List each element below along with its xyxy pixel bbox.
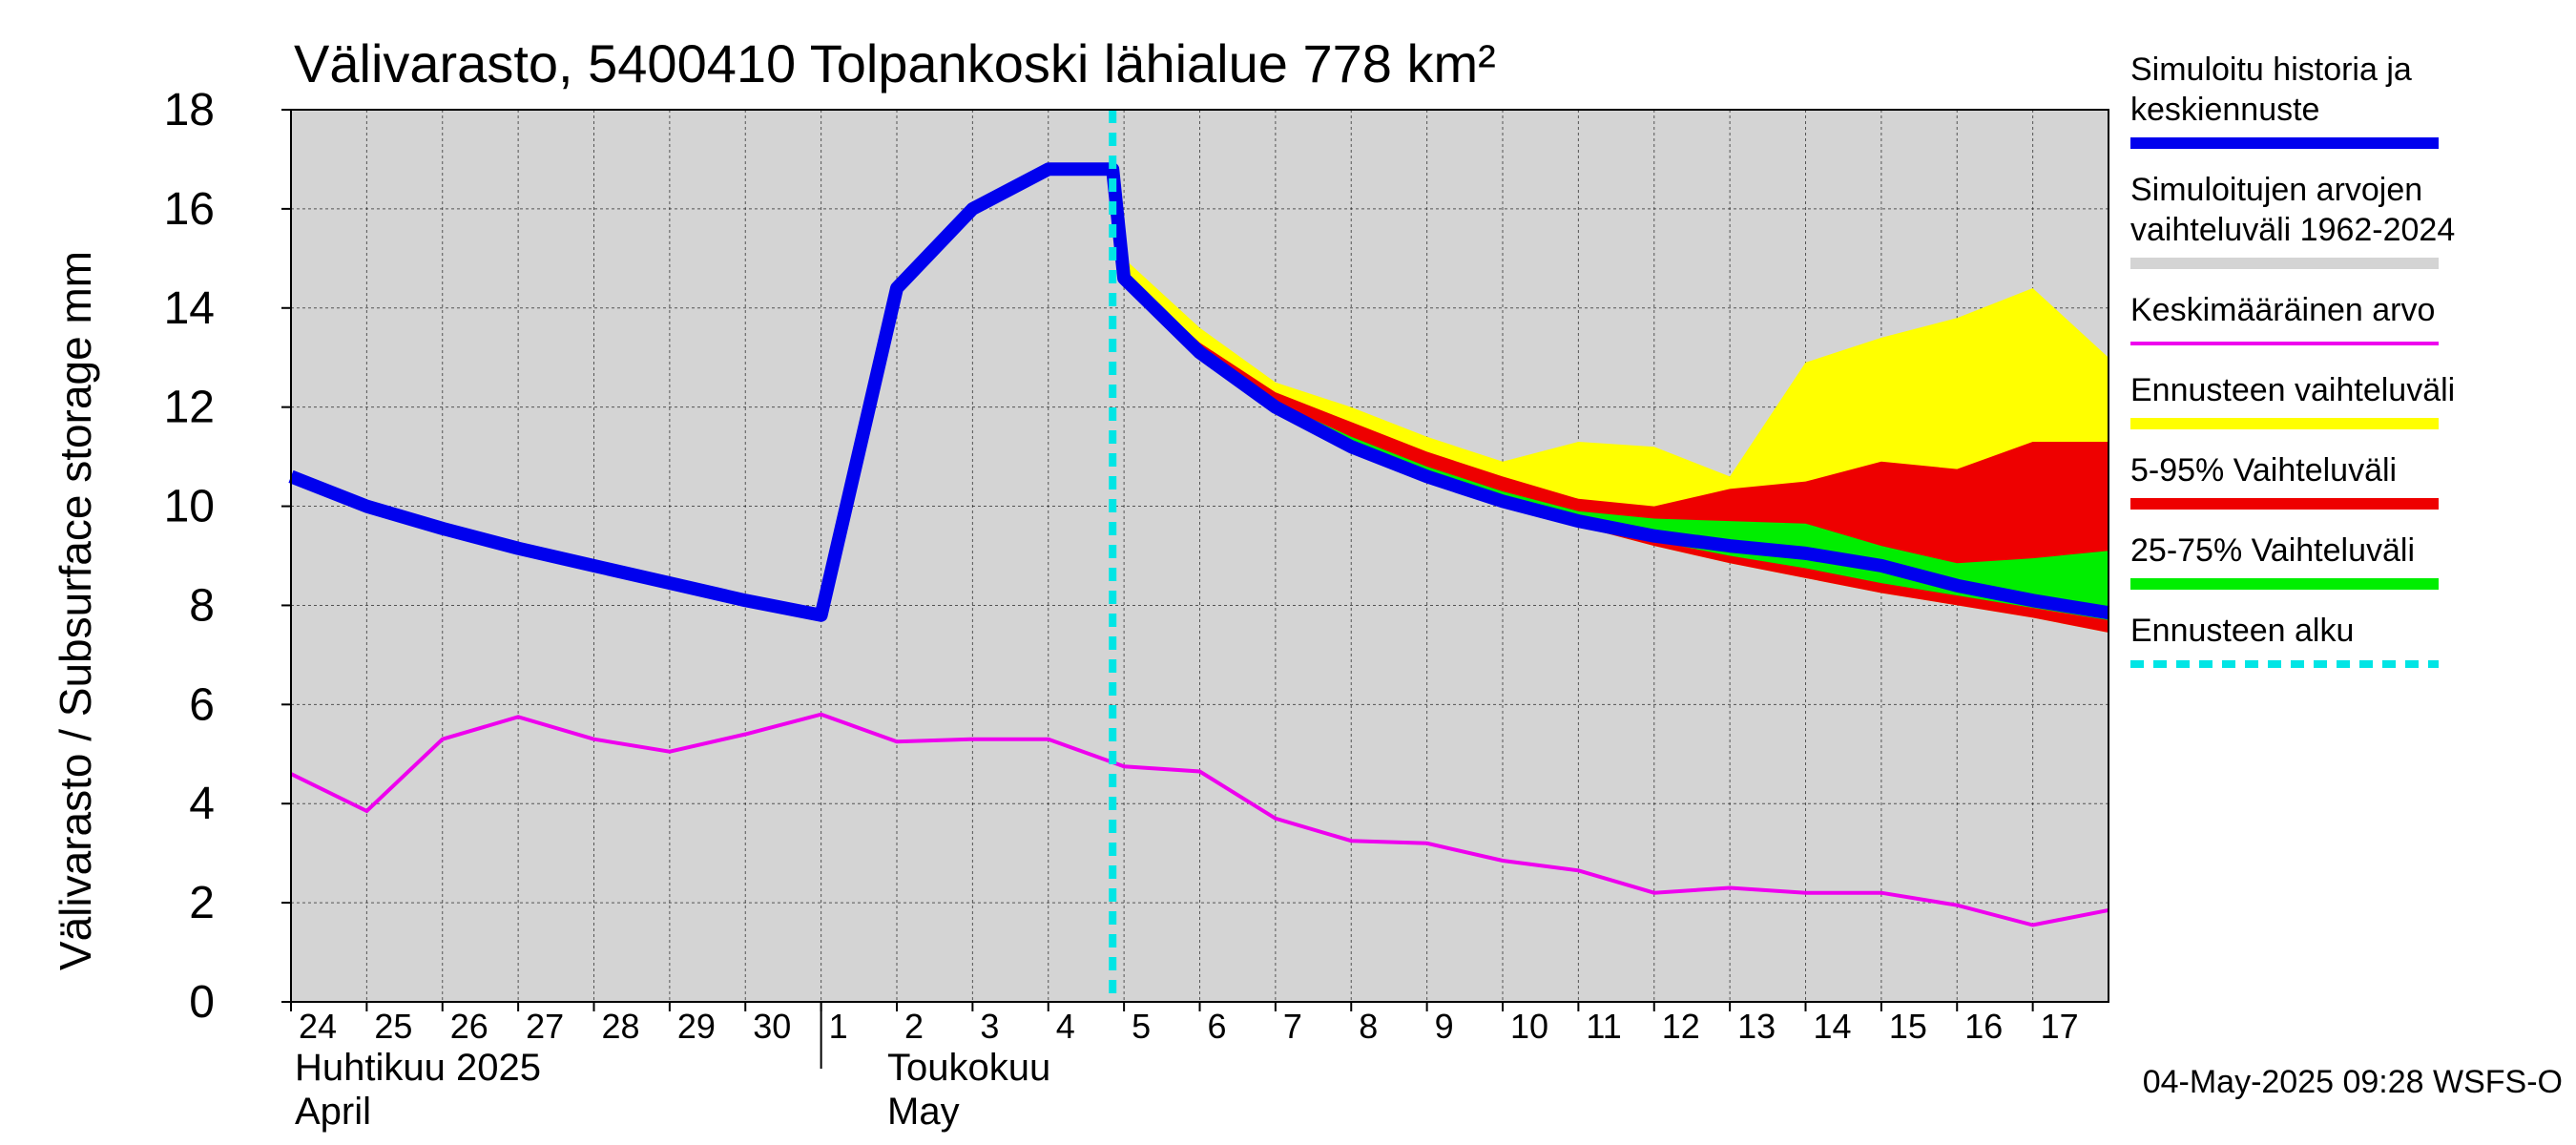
x-tick-label: 3: [980, 1007, 999, 1046]
legend-label: Ennusteen alku: [2130, 613, 2354, 649]
legend-label: Simuloitu historia ja: [2130, 52, 2412, 88]
month-label-line2: April: [295, 1091, 371, 1133]
legend-label: vaihteluväli 1962-2024: [2130, 212, 2455, 248]
x-tick-label: 1: [829, 1007, 848, 1046]
x-tick-label: 29: [677, 1007, 716, 1046]
legend-label: Simuloitujen arvojen: [2130, 172, 2422, 208]
x-tick-label: 28: [602, 1007, 640, 1046]
chart-title: Välivarasto, 5400410 Tolpankoski lähialu…: [294, 33, 1496, 94]
x-axis-ticks: 24 25 26 27 28 29 30 1 2 3 4 5 6 7 8 9 10 11 12 13 14 15 16 17: [290, 1002, 2079, 1069]
y-tick-label: 2: [189, 878, 215, 928]
y-tick-label: 18: [164, 85, 215, 135]
y-tick-label: 14: [164, 283, 215, 334]
x-tick-label: 14: [1814, 1007, 1852, 1046]
x-tick-label: 16: [1964, 1007, 2003, 1046]
legend-label: keskiennuste: [2130, 92, 2319, 128]
legend-label: Ennusteen vaihteluväli: [2130, 372, 2455, 408]
y-tick-label: 8: [189, 580, 215, 631]
legend-label: 5-95% Vaihteluväli: [2130, 452, 2397, 489]
y-tick-label: 6: [189, 679, 215, 730]
x-tick-label: 8: [1359, 1007, 1378, 1046]
x-tick-label: 9: [1435, 1007, 1454, 1046]
month-label-line2: May: [887, 1091, 960, 1133]
x-tick-label: 6: [1208, 1007, 1227, 1046]
month-label-line1: Toukokuu: [887, 1047, 1050, 1089]
y-axis-ticks: 0 2 4 6 8 10 12 14 16 18: [164, 85, 291, 1028]
x-tick-label: 25: [374, 1007, 412, 1046]
band-1: [1112, 164, 2109, 633]
plot-area: [288, 109, 2110, 1003]
x-tick-label: 7: [1283, 1007, 1302, 1046]
legend-label: Keskimääräinen arvo: [2130, 292, 2435, 328]
y-tick-label: 10: [164, 482, 215, 532]
x-tick-label: 4: [1056, 1007, 1075, 1046]
legend-label: 25-75% Vaihteluväli: [2130, 532, 2415, 569]
legend: Simuloitu historia ja keskiennuste Simuloi…: [2130, 52, 2455, 668]
y-axis-label: Välivarasto / Subsurface storage mm: [51, 251, 100, 970]
series-history-line: [288, 162, 2110, 622]
y-tick-label: 16: [164, 184, 215, 235]
x-tick-label: 13: [1737, 1007, 1776, 1046]
x-tick-label: 2: [904, 1007, 924, 1046]
y-tick-label: 4: [189, 779, 215, 829]
x-tick-label: 24: [299, 1007, 337, 1046]
series-mean-line: [290, 712, 2109, 927]
x-tick-label: 5: [1132, 1007, 1151, 1046]
x-tick-label: 12: [1662, 1007, 1700, 1046]
series-lines: [288, 110, 2110, 1002]
y-tick-label: 0: [189, 977, 215, 1028]
x-tick-label: 15: [1889, 1007, 1927, 1046]
x-tick-label: 30: [753, 1007, 791, 1046]
x-tick-label: 27: [526, 1007, 564, 1046]
x-tick-label: 10: [1510, 1007, 1548, 1046]
footer-timestamp: 04-May-2025 09:28 WSFS-O: [2143, 1064, 2563, 1100]
month-label-line1: Huhtikuu 2025: [295, 1047, 541, 1089]
x-tick-label: 26: [450, 1007, 488, 1046]
x-tick-label: 17: [2041, 1007, 2079, 1046]
x-tick-label: 11: [1586, 1007, 1621, 1046]
y-tick-label: 12: [164, 383, 215, 433]
